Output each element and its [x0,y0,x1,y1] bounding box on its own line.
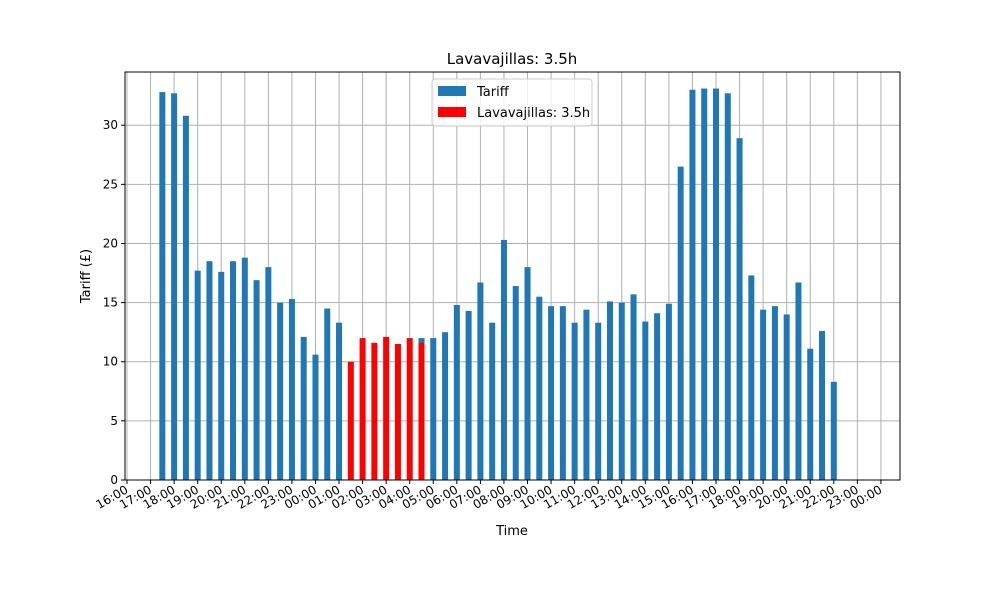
tariff-bar [324,308,331,480]
legend: Tariff Lavavajillas: 3.5h [431,78,593,127]
tariff-bar [336,322,343,480]
tariff-bar [595,322,602,480]
chart-title: Lavavajillas: 3.5h [447,50,578,68]
legend-swatch-lavavajillas [438,107,466,117]
tariff-bar [665,303,672,480]
lavavajillas-bar [347,361,354,480]
tariff-bar [748,275,755,480]
tariff-bar [442,332,449,480]
tariff-bar [618,302,625,480]
legend-swatch-tariff [438,86,466,96]
tariff-bar [159,92,166,481]
tariff-bar [300,336,307,480]
lavavajillas-bar [406,338,413,480]
y-tick-label: 0 [110,473,118,487]
tariff-bar [606,301,613,480]
x-axis-label: Time [495,524,528,539]
tariff-bar [253,280,260,480]
tariff-bar [288,299,295,480]
lavavajillas-bar [383,336,390,480]
tariff-bar [677,166,684,480]
tariff-bar [583,309,590,480]
tariff-bar [654,313,661,480]
tariff-bar [559,306,566,480]
tariff-bar [218,271,225,480]
tariff-bar [265,267,272,480]
legend-label-tariff: Tariff [476,85,510,100]
tariff-bar [571,322,578,480]
tariff-bar [630,294,637,480]
y-tick-label: 25 [103,177,118,191]
tariff-bar [713,88,719,480]
tariff-bar [771,306,778,480]
y-tick-label: 10 [103,355,118,369]
tariff-bar [689,89,696,480]
lavavajillas-bar [371,342,378,480]
axis-ticks: 16:0017:0018:0019:0020:0021:0022:0023:00… [94,118,885,512]
tariff-bar [736,138,743,481]
tariff-bar [760,309,767,480]
tariff-bar [230,261,237,480]
tariff-bar [430,338,437,480]
tariff-bar [783,314,790,480]
tariff-bar [830,381,837,480]
tariff-bar [548,306,555,480]
tariff-bar [500,239,507,480]
tariff-bar [277,302,284,480]
lavavajillas-bar [418,342,425,480]
tariff-bar [453,304,460,480]
tariff-bar [206,261,213,480]
tariff-bar [194,270,201,480]
y-tick-label: 5 [110,414,118,428]
legend-box [431,78,593,127]
tariff-bar [182,115,189,480]
tariff-bar [701,88,708,480]
tariff-bar [477,282,484,480]
tariff-bar [642,321,649,480]
tariff-bar [819,330,826,480]
lavavajillas-bar [394,344,401,480]
y-tick-label: 20 [103,236,118,250]
tariff-bar [171,93,178,480]
y-tick-label: 30 [103,118,118,132]
tariff-bar [512,286,519,480]
tariff-bar [241,257,248,480]
tariff-bar [724,93,731,480]
tariff-bar [795,282,802,480]
y-axis-label: Tariff (£) [79,249,94,304]
plot-frame [124,71,901,481]
tariff-bar [536,296,543,480]
tariff-bar [524,267,531,480]
y-tick-label: 15 [103,296,118,310]
bars [159,88,837,481]
lavavajillas-bar [359,338,366,480]
tariff-bar [489,322,496,480]
tariff-bar [312,354,319,480]
tariff-bar [465,310,472,480]
tariff-bar [807,348,814,480]
legend-label-lavavajillas: Lavavajillas: 3.5h [477,106,590,121]
